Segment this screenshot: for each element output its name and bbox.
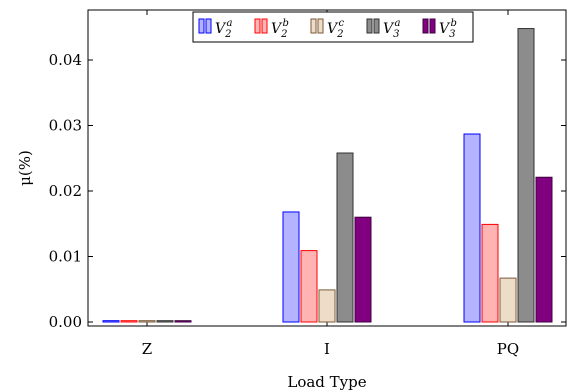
- bar-V3b-I: [354, 216, 372, 323]
- legend-swatch-V2a: [205, 18, 212, 34]
- x-tick-label: Z: [142, 340, 152, 358]
- legend-swatch-V2b: [254, 18, 261, 34]
- legend: V2a V2b V2c V3a V3b: [192, 11, 474, 43]
- legend-label-V2a: V2a: [215, 18, 233, 40]
- legend-swatch-V3b: [422, 18, 429, 34]
- bar-V2a-PQ: [463, 133, 481, 323]
- bar-V3b-PQ: [535, 176, 553, 323]
- bar-V2a-I: [282, 211, 300, 323]
- legend-label-V3b: V3b: [439, 18, 457, 40]
- bar-V3a-I: [336, 152, 354, 323]
- y-tick-label: 0.04: [49, 51, 82, 69]
- x-tick-label: I: [324, 340, 330, 358]
- x-tick-label: PQ: [497, 340, 519, 358]
- bar-V2b-I: [300, 250, 318, 323]
- x-axis-title: Load Type: [287, 373, 366, 391]
- bar-V2c-I: [318, 289, 336, 323]
- legend-swatch-V2b: [261, 18, 268, 34]
- bar-V2c-Z: [138, 320, 156, 323]
- y-tick-label: 0.03: [49, 117, 82, 135]
- legend-label-V3a: V3a: [383, 18, 401, 40]
- legend-swatch-V3a: [366, 18, 373, 34]
- bar-V2b-PQ: [481, 223, 499, 323]
- bar-V3a-PQ: [517, 28, 535, 323]
- bar-V2a-Z: [102, 320, 120, 323]
- y-axis-title: μ(%): [16, 150, 34, 186]
- legend-swatch-V2a: [198, 18, 205, 34]
- legend-label-V2b: V2b: [271, 18, 289, 40]
- legend-label-V2c: V2c: [327, 18, 345, 40]
- y-tick-label: 0.01: [49, 248, 82, 266]
- legend-swatch-V3a: [373, 18, 380, 34]
- x-axis-ticks: Z I PQ: [142, 10, 519, 358]
- y-tick-label: 0.00: [49, 313, 82, 331]
- bar-V3b-Z: [174, 320, 192, 323]
- legend-swatch-V3b: [429, 18, 436, 34]
- bar-group: [102, 28, 553, 323]
- bar-V3a-Z: [156, 320, 174, 323]
- bar-V2c-PQ: [499, 277, 517, 323]
- bar-V2b-Z: [120, 320, 138, 323]
- y-axis-ticks: 0.00 0.01 0.02 0.03 0.04: [49, 51, 566, 331]
- legend-swatch-V2c: [310, 18, 317, 34]
- legend-swatch-V2c: [317, 18, 324, 34]
- y-tick-label: 0.02: [49, 182, 82, 200]
